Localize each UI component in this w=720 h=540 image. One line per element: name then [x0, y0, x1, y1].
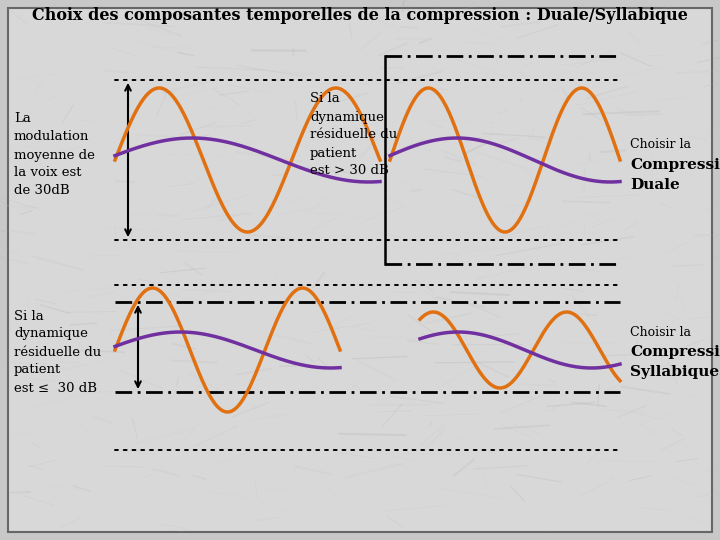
Text: La
modulation
moyenne de
la voix est
de 30dB: La modulation moyenne de la voix est de …	[14, 112, 95, 198]
Text: Choix des composantes temporelles de la compression : Duale/Syllabique: Choix des composantes temporelles de la …	[32, 8, 688, 24]
Text: Choisir la: Choisir la	[630, 138, 691, 152]
Text: Si la
dynamique
résiduelle du
patient
est ≤  30 dB: Si la dynamique résiduelle du patient es…	[14, 309, 102, 395]
Text: Compression
Duale: Compression Duale	[630, 158, 720, 192]
Text: Si la
dynamique
résiduelle du
patient
est > 30 dB: Si la dynamique résiduelle du patient es…	[310, 92, 397, 178]
Text: Compression
Syllabique: Compression Syllabique	[630, 345, 720, 379]
Text: Choisir la: Choisir la	[630, 326, 691, 339]
